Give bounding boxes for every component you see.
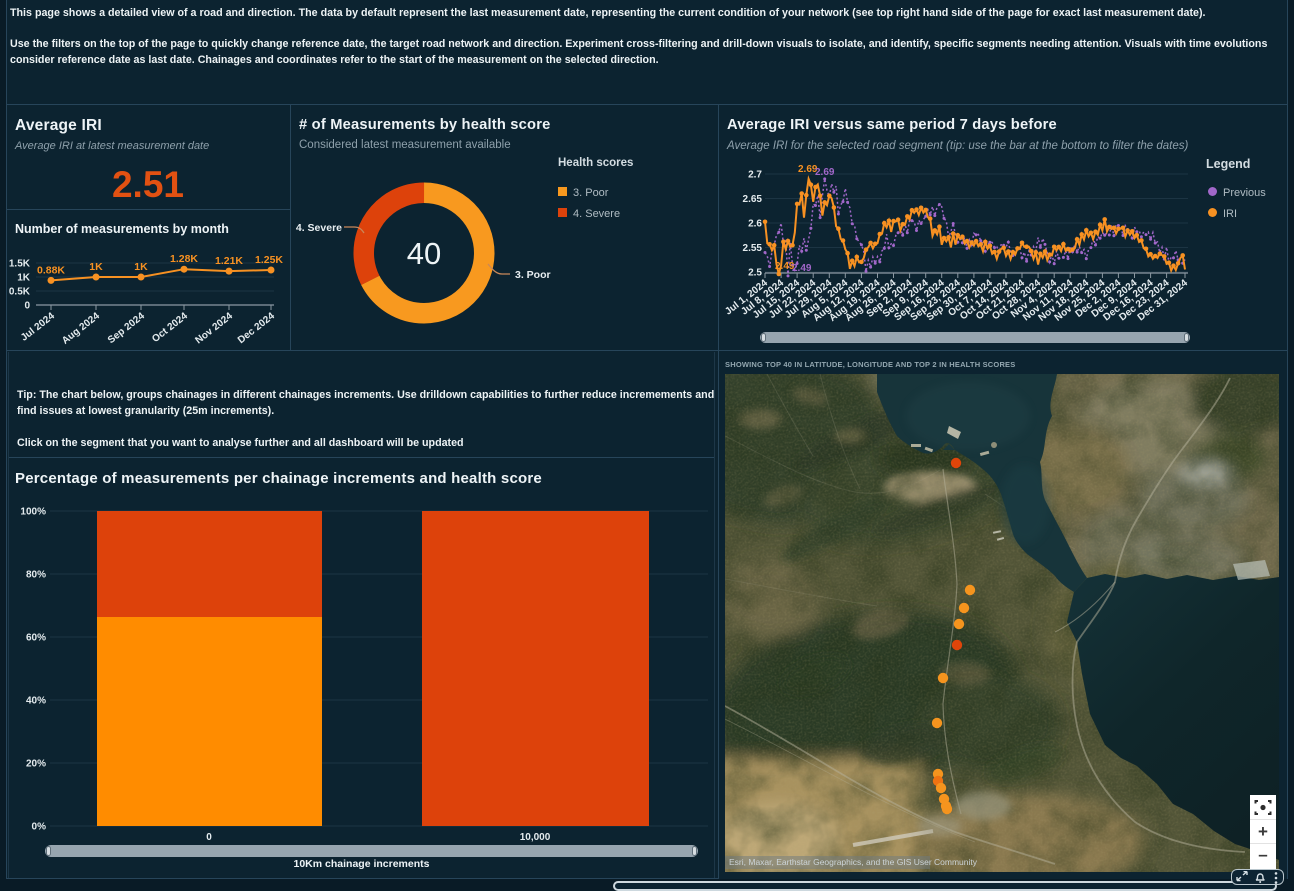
- svg-text:60%: 60%: [26, 633, 46, 644]
- svg-text:4. Severe: 4. Severe: [296, 222, 342, 234]
- svg-text:Esri, Maxar, Earthstar Geograp: Esri, Maxar, Earthstar Geographics, and …: [729, 857, 978, 867]
- svg-text:2.69: 2.69: [798, 164, 818, 175]
- svg-text:Sep 2024: Sep 2024: [106, 310, 147, 346]
- svg-text:3. Poor: 3. Poor: [515, 269, 551, 281]
- svg-text:Jul 2024: Jul 2024: [19, 310, 57, 343]
- svg-text:Dec 2024: Dec 2024: [236, 310, 277, 346]
- svg-text:40%: 40%: [26, 696, 46, 707]
- svg-text:0.5K: 0.5K: [9, 287, 31, 298]
- svg-text:2.49: 2.49: [792, 263, 812, 274]
- svg-text:Nov 2024: Nov 2024: [193, 310, 235, 346]
- svg-text:40: 40: [407, 236, 441, 271]
- svg-text:1.21K: 1.21K: [215, 255, 243, 267]
- svg-text:Oct 2024: Oct 2024: [150, 310, 190, 345]
- svg-text:0%: 0%: [32, 822, 47, 833]
- svg-text:0.88K: 0.88K: [37, 264, 65, 276]
- svg-text:2.49: 2.49: [775, 261, 795, 272]
- svg-text:1.28K: 1.28K: [170, 253, 198, 265]
- svg-text:2.5: 2.5: [748, 268, 762, 279]
- svg-text:2.55: 2.55: [743, 243, 763, 254]
- svg-text:20%: 20%: [26, 759, 46, 770]
- svg-text:100%: 100%: [20, 507, 46, 518]
- svg-text:80%: 80%: [26, 570, 46, 581]
- svg-text:0: 0: [206, 832, 212, 843]
- svg-text:1K: 1K: [134, 261, 148, 273]
- svg-text:2.6: 2.6: [748, 219, 762, 230]
- svg-text:1K: 1K: [17, 273, 31, 284]
- svg-text:2.69: 2.69: [815, 167, 835, 178]
- svg-text:1.5K: 1.5K: [9, 259, 31, 270]
- svg-text:2.7: 2.7: [748, 170, 762, 181]
- svg-text:0: 0: [24, 301, 30, 312]
- svg-text:2.65: 2.65: [743, 194, 763, 205]
- svg-text:Aug 2024: Aug 2024: [60, 310, 102, 346]
- svg-text:1K: 1K: [89, 261, 103, 273]
- svg-text:1.25K: 1.25K: [255, 254, 283, 266]
- svg-text:10,000: 10,000: [520, 832, 551, 843]
